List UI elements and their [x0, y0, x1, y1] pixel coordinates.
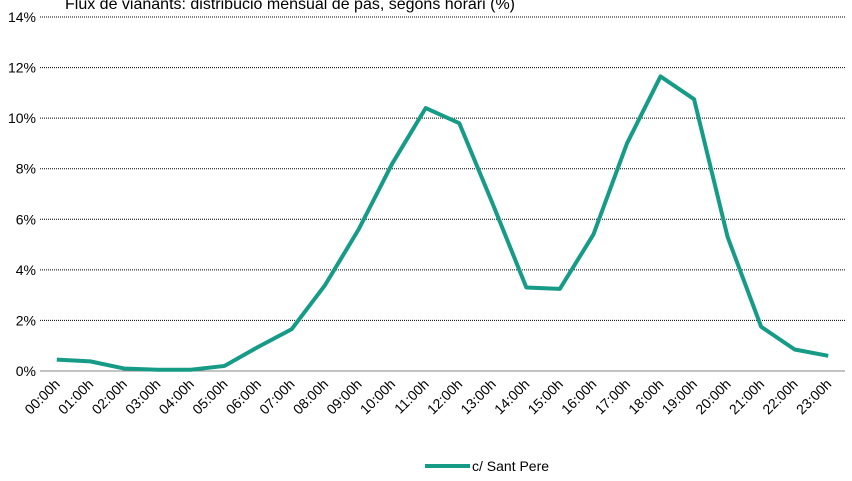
x-tick-label: 02:00h	[88, 376, 130, 418]
y-tick-label: 12%	[8, 60, 36, 76]
y-tick-label: 4%	[16, 262, 36, 278]
x-tick-label: 11:00h	[391, 376, 432, 417]
y-tick-label: 8%	[16, 161, 36, 177]
x-tick-label: 06:00h	[223, 376, 265, 418]
y-tick-label: 10%	[8, 110, 36, 126]
x-tick-label: 03:00h	[122, 376, 164, 418]
x-tick-label: 09:00h	[323, 376, 365, 418]
x-tick-label: 18:00h	[625, 376, 667, 418]
x-tick-label: 10:00h	[357, 376, 399, 418]
legend-label: c/ Sant Pere	[472, 458, 549, 474]
x-tick-label: 08:00h	[290, 376, 332, 418]
x-tick-label: 19:00h	[659, 376, 701, 418]
y-tick-label: 0%	[16, 363, 36, 379]
x-tick-label: 04:00h	[155, 376, 197, 418]
x-tick-label: 12:00h	[424, 376, 466, 418]
x-tick-label: 22:00h	[759, 376, 801, 418]
y-tick-label: 14%	[8, 9, 36, 25]
x-tick-label: 20:00h	[692, 376, 734, 418]
y-tick-label: 2%	[16, 312, 36, 328]
x-tick-label: 00:00h	[21, 376, 63, 418]
x-tick-label: 13:00h	[457, 376, 499, 418]
chart-title: Flux de vianants: distribució mensual de…	[65, 0, 515, 13]
x-tick-label: 17:00h	[592, 376, 634, 418]
x-tick-label: 16:00h	[558, 376, 600, 418]
x-tick-label: 05:00h	[189, 376, 231, 418]
x-tick-label: 07:00h	[256, 376, 298, 418]
x-tick-label: 15:00h	[524, 376, 566, 418]
x-tick-label: 14:00h	[491, 376, 533, 418]
x-tick-label: 01:00h	[55, 376, 97, 418]
x-tick-label: 23:00h	[793, 376, 835, 418]
x-tick-label: 21:00h	[726, 376, 768, 418]
y-tick-label: 6%	[16, 211, 36, 227]
data-line	[56, 74, 829, 372]
